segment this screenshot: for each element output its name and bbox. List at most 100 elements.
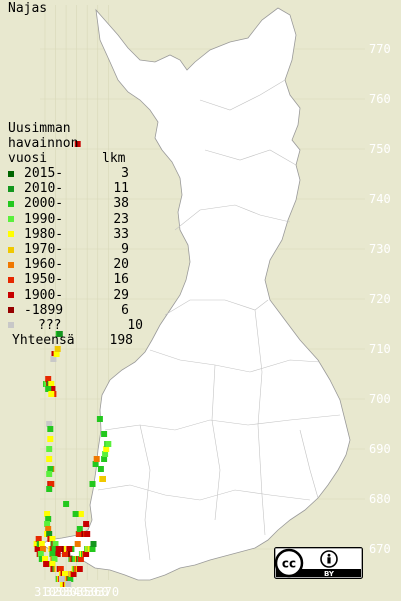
finland-outline	[41, 7, 351, 581]
observation-square	[63, 501, 70, 507]
observation-square	[76, 526, 83, 532]
observation-square	[76, 566, 83, 572]
svg-text:cc: cc	[282, 557, 296, 571]
easting-label: 340	[66, 585, 88, 599]
observation-square	[58, 576, 65, 582]
legend-item-count: 11	[113, 181, 129, 197]
observation-square	[62, 551, 68, 557]
observation-square	[54, 551, 61, 557]
observation-square	[37, 551, 44, 557]
observation-square	[101, 431, 108, 437]
legend-item-label: 1980-	[24, 226, 64, 242]
observation-square	[103, 446, 110, 452]
legend-item-label: -1899	[24, 302, 64, 318]
observation-square	[90, 541, 97, 547]
northing-label: 770	[369, 42, 391, 56]
legend-item: ??? 10	[8, 318, 143, 333]
observation-square	[96, 416, 103, 422]
observation-square	[46, 486, 53, 492]
observation-square	[67, 576, 74, 582]
observation-square	[100, 476, 106, 482]
observation-square	[48, 381, 55, 387]
observation-square	[51, 556, 58, 562]
observation-square	[83, 551, 90, 557]
observation-square	[45, 386, 52, 392]
observation-square	[97, 466, 104, 472]
legend-total-row: Yhteensä 198	[8, 333, 143, 349]
legend-swatch	[8, 231, 14, 238]
legend-total-label: Yhteensä	[12, 333, 75, 349]
northing-label: 720	[369, 292, 391, 306]
observation-square	[52, 541, 59, 547]
northing-label: 670	[369, 542, 391, 556]
observation-square	[45, 516, 52, 522]
observation-square	[49, 536, 56, 542]
region-borders	[97, 79, 341, 561]
legend-item: 2010- 11	[8, 181, 143, 196]
observation-square	[45, 526, 52, 532]
observation-square	[47, 466, 54, 472]
observation-square	[35, 536, 42, 542]
observation-square	[55, 546, 62, 552]
observation-square	[66, 546, 73, 552]
observation-square	[39, 546, 46, 552]
legend-swatch	[8, 261, 14, 268]
northing-label: 700	[369, 392, 391, 406]
legend-item: 2000- 38	[8, 196, 143, 211]
observation-square	[70, 571, 77, 577]
observation-square	[46, 446, 53, 452]
legend-swatch	[8, 307, 14, 314]
easting-label: 310	[34, 585, 56, 599]
legend-item-count: 9	[121, 242, 129, 258]
observation-square	[53, 351, 60, 357]
observation-square	[77, 511, 84, 517]
observation-square	[46, 471, 53, 477]
observation-square	[50, 356, 57, 362]
observation-square	[48, 481, 55, 487]
legend-item-count: 23	[113, 211, 129, 227]
observation-square	[49, 551, 56, 557]
observation-square	[74, 541, 81, 547]
observation-square	[46, 456, 53, 462]
observation-square	[93, 456, 100, 462]
legend-items: 2015- 3 2010- 11 2000- 38 1990- 23 1980- 33 1970- 9…	[8, 166, 143, 333]
observation-square	[101, 456, 108, 462]
observation-square	[56, 331, 63, 337]
license-by-text: BY	[324, 570, 335, 578]
observation-square	[83, 521, 90, 527]
observation-square	[51, 546, 58, 552]
legend-item-count: 20	[113, 257, 129, 273]
observation-square	[46, 421, 53, 427]
legend-swatch	[8, 216, 14, 223]
easting-label: 370	[97, 585, 119, 599]
observation-square	[34, 546, 41, 552]
observation-square	[72, 511, 79, 517]
legend-count-header: lkm	[102, 151, 126, 166]
easting-label: 350	[76, 585, 98, 599]
observation-square	[75, 531, 82, 537]
legend-item-count: 10	[127, 317, 143, 333]
observation-square	[42, 556, 48, 562]
observation-square	[89, 546, 96, 552]
observation-square	[49, 386, 56, 392]
northing-label: 680	[369, 492, 391, 506]
observation-square	[57, 566, 64, 572]
legend-item: 1990- 23	[8, 212, 143, 227]
observation-square	[38, 541, 45, 547]
legend-item: 1970- 9	[8, 242, 143, 257]
observation-square	[45, 376, 52, 382]
observation-square	[74, 141, 81, 147]
observation-square	[46, 531, 53, 537]
map-title: Najas	[8, 1, 48, 16]
legend: Uusimman havainnon vuosi lkm 2015- 3 2010-…	[8, 121, 143, 349]
cc-license-badge[interactable]: cc BY	[274, 547, 363, 579]
easting-label: 320	[45, 585, 67, 599]
cc-icon: cc	[274, 548, 304, 578]
legend-item-count: 29	[113, 287, 129, 303]
legend-item-label: 2000-	[24, 196, 64, 212]
northing-label: 730	[369, 242, 391, 256]
legend-item: 1950- 16	[8, 272, 143, 287]
legend-item-label: 1960-	[24, 257, 64, 273]
